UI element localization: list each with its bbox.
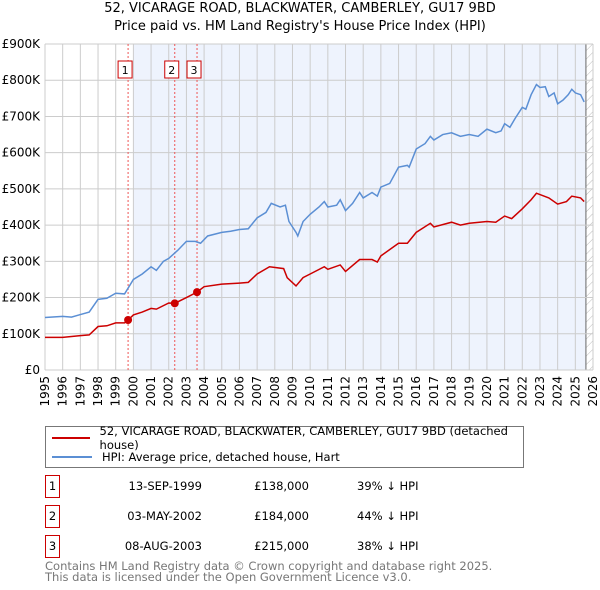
chart-subtitle: Price paid vs. HM Land Registry's House … (114, 19, 486, 34)
y-tick-label: £500K (2, 182, 42, 196)
x-tick-label: 2013 (356, 376, 370, 407)
sale-badge: 1 (45, 475, 60, 498)
y-tick-label: £900K (2, 37, 42, 51)
x-tick-label: 2007 (250, 376, 264, 407)
sale-point (124, 316, 133, 325)
footer-line: This data is licensed under the Open Gov… (45, 570, 412, 584)
legend: 52, VICARAGE ROAD, BLACKWATER, CAMBERLEY… (45, 424, 524, 468)
future-hatch (585, 44, 593, 370)
x-tick-label: 2017 (427, 376, 441, 407)
x-tick-label: 2018 (445, 376, 459, 407)
x-tick-label: 1999 (109, 376, 123, 407)
x-tick-label: 2024 (551, 376, 565, 407)
legend-label: 52, VICARAGE ROAD, BLACKWATER, CAMBERLEY… (99, 424, 508, 452)
red-line-swatch (52, 437, 90, 439)
x-tick-label: 2014 (374, 376, 388, 407)
x-tick-label: 2003 (179, 376, 193, 407)
x-tick-label: 2026 (586, 376, 600, 407)
sale-hpi-diff: 39% ↓ HPI (357, 479, 419, 493)
y-tick-label: £700K (2, 109, 42, 123)
x-tick-label: 2021 (498, 376, 512, 407)
blue-line-swatch (52, 456, 92, 458)
legend-label: HPI: Average price, detached house, Hart (102, 450, 340, 464)
shaded-region (133, 44, 586, 370)
sale-row: 2 03-MAY-2002 £184,000 44% ↓ HPI (45, 505, 545, 528)
x-tick-label: 2009 (285, 376, 299, 407)
y-tick-label: £100K (2, 327, 42, 341)
sale-price: £138,000 (254, 479, 309, 493)
x-tick-label: 2011 (321, 376, 335, 407)
x-tick-label: 2001 (144, 376, 158, 407)
x-tick-label: 2025 (568, 376, 582, 407)
sale-hpi-diff: 44% ↓ HPI (357, 509, 419, 523)
sale-badge: 3 (45, 535, 60, 558)
sale-label-box (164, 60, 180, 79)
sale-label-box (186, 60, 202, 79)
chart-title: 52, VICARAGE ROAD, BLACKWATER, CAMBERLEY… (104, 1, 496, 16)
x-tick-label: 2020 (480, 376, 494, 407)
x-tick-label: 2016 (409, 376, 423, 407)
sale-hpi-diff: 38% ↓ HPI (357, 539, 419, 553)
sale-label: 2 (168, 64, 175, 77)
x-tick-label: 2010 (303, 376, 317, 407)
x-tick-label: 2005 (215, 376, 229, 407)
sale-date: 03-MAY-2002 (127, 509, 202, 523)
x-tick-label: 2000 (126, 376, 140, 407)
x-tick-label: 2004 (197, 376, 211, 407)
series-line (44, 83, 585, 319)
y-tick-label: £0 (25, 363, 40, 377)
x-tick-label: 2023 (533, 376, 547, 407)
sale-date: 13-SEP-1999 (128, 479, 202, 493)
sale-label-box (117, 60, 133, 79)
x-tick-label: 2008 (268, 376, 282, 407)
legend-item-property: 52, VICARAGE ROAD, BLACKWATER, CAMBERLEY… (52, 424, 523, 452)
sale-price: £184,000 (254, 509, 309, 523)
x-tick-label: 1998 (91, 376, 105, 407)
x-tick-label: 2006 (232, 376, 246, 407)
sale-point (193, 288, 202, 297)
x-tick-label: 2015 (392, 376, 406, 407)
series-line (45, 192, 585, 339)
sale-label: 1 (122, 64, 129, 77)
sale-point (170, 299, 179, 308)
x-tick-label: 2019 (462, 376, 476, 407)
y-tick-label: £200K (2, 291, 42, 305)
sale-price: £215,000 (254, 539, 309, 553)
x-tick-label: 1995 (38, 376, 52, 407)
y-tick-label: £600K (2, 146, 42, 160)
y-tick-label: £800K (2, 73, 42, 87)
x-tick-label: 1996 (56, 376, 70, 407)
legend-item-hpi: HPI: Average price, detached house, Hart (52, 449, 340, 465)
sale-row: 3 08-AUG-2003 £215,000 38% ↓ HPI (45, 535, 545, 558)
x-tick-label: 2022 (515, 376, 529, 407)
price-chart: 1995 1996 1997 1998 1999 2000 2001 2002 2003 2004… (2, 37, 600, 407)
footer: Contains HM Land Registry data © Crown c… (45, 559, 493, 584)
sale-badge: 2 (45, 505, 60, 528)
y-tick-label: £400K (2, 218, 42, 232)
x-tick-label: 2012 (339, 376, 353, 407)
footer-line: Contains HM Land Registry data © Crown c… (45, 559, 493, 573)
y-tick-label: £300K (2, 254, 42, 268)
sale-row: 1 13-SEP-1999 £138,000 39% ↓ HPI (45, 475, 545, 498)
x-tick-label: 2002 (162, 376, 176, 407)
sale-label: 3 (191, 64, 198, 77)
sale-date: 08-AUG-2003 (124, 539, 202, 553)
x-tick-label: 1997 (73, 376, 87, 407)
